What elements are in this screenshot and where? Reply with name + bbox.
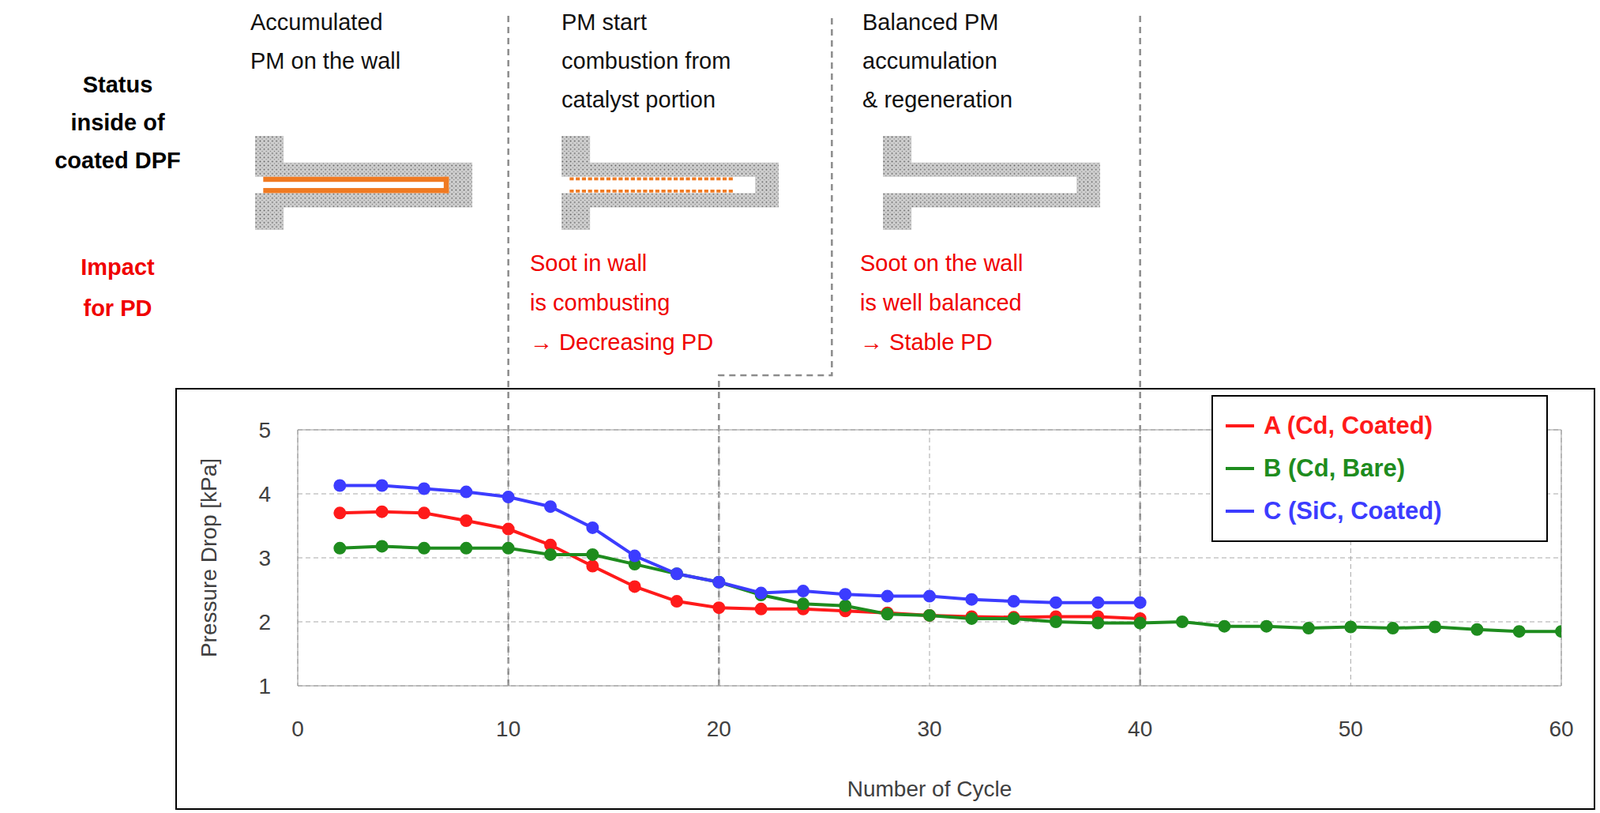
html-text:Pressure Drop [kPa]: Pressure Drop [kPa] [196, 457, 222, 658]
svg-text:3: 3 [258, 545, 271, 571]
html-text:Accumulated: Accumulated [250, 9, 383, 35]
html-text:is combusting: is combusting [529, 289, 670, 316]
html-text:C (SiC, Coated): C (SiC, Coated) [1263, 496, 1442, 525]
svg-text:40: 40 [1127, 716, 1153, 741]
svg-text:0: 0 [291, 716, 305, 741]
html-text:Soot on the wall: Soot on the wall [860, 250, 1024, 276]
html-text:PM on the wall: PM on the wall [250, 48, 401, 74]
html-text:& regeneration: & regeneration [862, 86, 1013, 113]
svg-text:2: 2 [258, 609, 271, 635]
svg-text:10: 10 [495, 716, 521, 741]
html-text:PM start: PM start [561, 9, 647, 35]
html-text:Soot in wall: Soot in wall [529, 250, 648, 276]
svg-text:4: 4 [258, 481, 271, 507]
svg-text:1: 1 [258, 673, 271, 699]
html-text:→ Stable PD: → Stable PD [860, 329, 993, 355]
svg-text:60: 60 [1548, 716, 1574, 741]
html-text:inside of: inside of [70, 109, 165, 136]
html-text:Balanced PM: Balanced PM [862, 9, 999, 35]
svg-text:Number of Cycle: Number of Cycle [847, 776, 1013, 801]
html-text:Impact: Impact [80, 254, 155, 280]
html-text:B (Cd, Bare): B (Cd, Bare) [1263, 454, 1406, 482]
svg-text:5: 5 [258, 417, 271, 443]
html-text:accumulation: accumulation [862, 48, 998, 74]
html-text:for PD: for PD [83, 295, 153, 321]
svg-text:50: 50 [1338, 716, 1364, 741]
html-text:A (Cd, Coated): A (Cd, Coated) [1263, 411, 1433, 440]
html-text:coated DPF: coated DPF [54, 147, 181, 173]
html-text:is well balanced: is well balanced [860, 289, 1022, 316]
html-text:→ Decreasing PD: → Decreasing PD [529, 329, 714, 355]
html-text:Status: Status [82, 71, 153, 98]
html-text:catalyst portion: catalyst portion [561, 86, 716, 113]
svg-text:20: 20 [706, 716, 732, 741]
html-text:combustion from: combustion from [561, 48, 731, 74]
svg-text:30: 30 [916, 716, 942, 741]
